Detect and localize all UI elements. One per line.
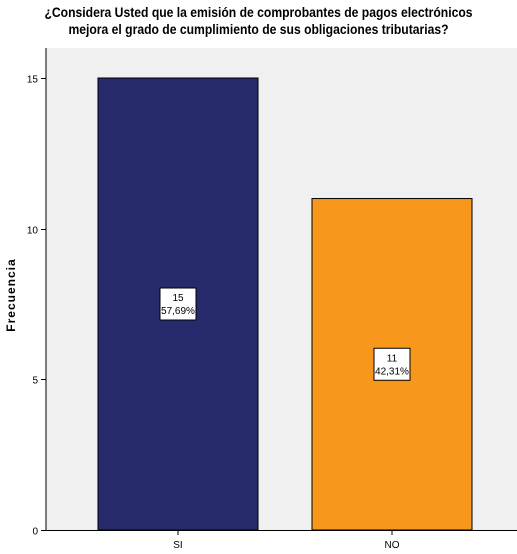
data-label-value-si: 15 xyxy=(172,293,184,304)
data-label-box-si xyxy=(159,287,197,321)
y-tick-label-10: 10 xyxy=(27,226,39,237)
data-label-value-no: 11 xyxy=(387,353,398,364)
data-label-percent-si: 57,69% xyxy=(161,306,195,317)
chart-title-line-2: mejora el grado de cumplimiento de sus o… xyxy=(68,22,449,37)
data-label-percent-no: 42,31% xyxy=(375,366,409,377)
chart-title-line-1: ¿Considera Usted que la emisión de compr… xyxy=(44,5,473,20)
y-tick-label-0: 0 xyxy=(32,527,38,538)
data-label-box-no xyxy=(373,347,411,381)
x-tick-label-si: SI xyxy=(173,540,182,551)
y-tick-label-15: 15 xyxy=(27,75,39,86)
chart-title: ¿Considera Usted que la emisión de compr… xyxy=(26,4,491,38)
x-tick-label-no: NO xyxy=(385,540,400,551)
y-tick-label-5: 5 xyxy=(32,376,38,387)
